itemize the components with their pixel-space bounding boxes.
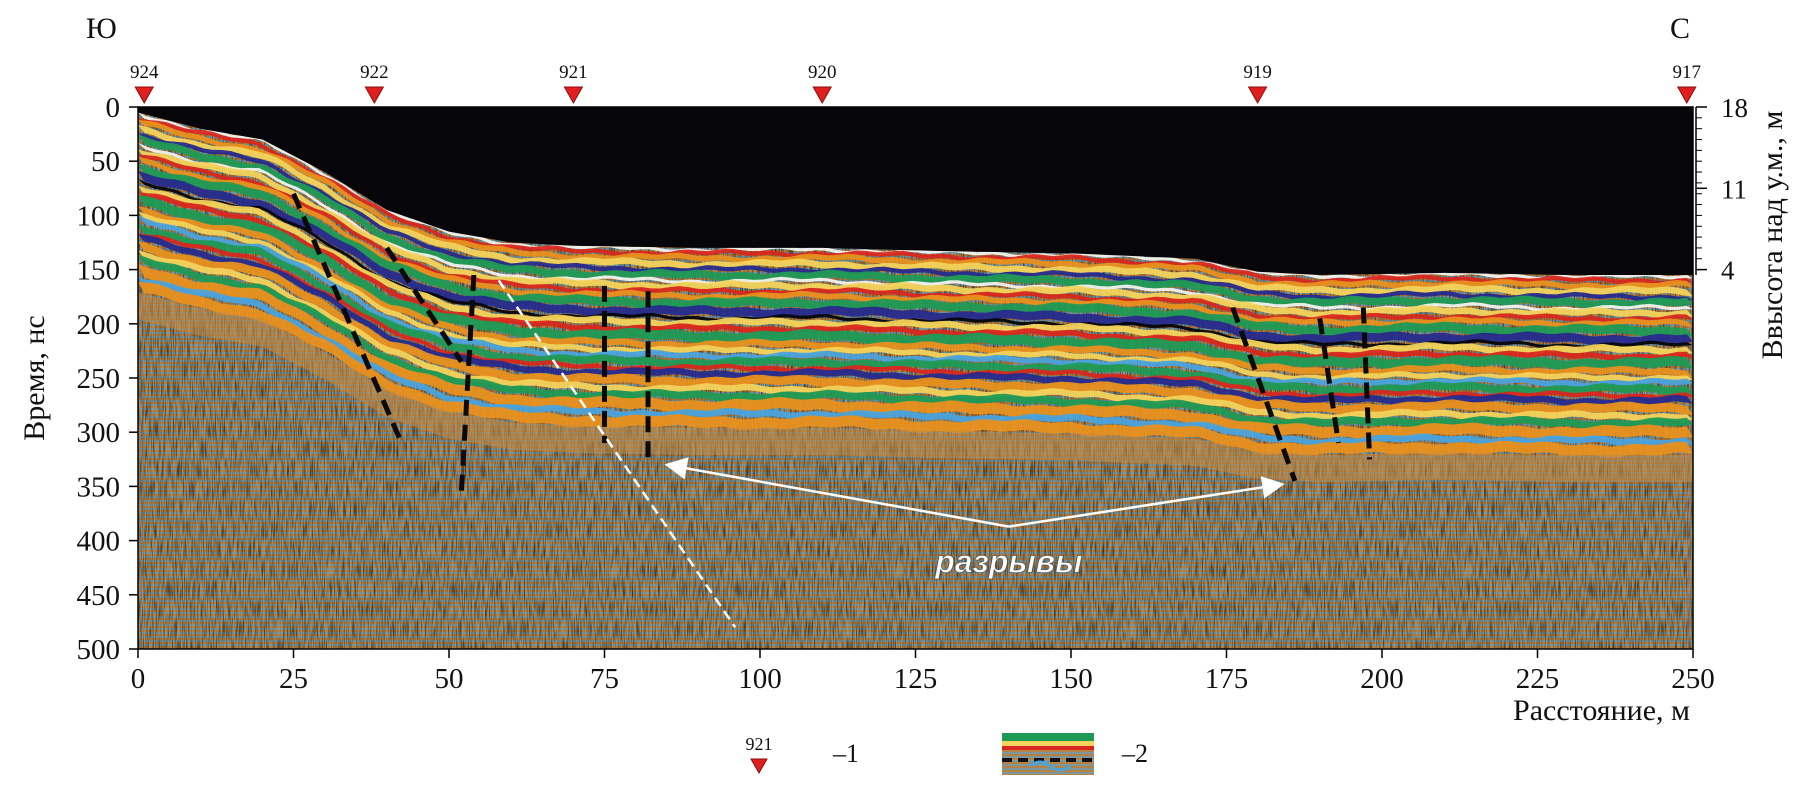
- annotation-label: разрывы: [934, 544, 1082, 580]
- y-tick-label: 150: [77, 255, 121, 287]
- fault-line: [1230, 306, 1298, 482]
- x-tick-label: 0: [131, 663, 146, 695]
- y-tick-label: 250: [77, 363, 121, 395]
- legend-station-marker-icon: [750, 758, 768, 775]
- reflection-band: [138, 149, 1693, 319]
- station-label: 920: [808, 62, 837, 83]
- reflection-band: [138, 250, 1693, 422]
- station-marker-icon: [812, 86, 833, 105]
- reflection-band: [138, 263, 1693, 440]
- right-axis-tick-label: 18: [1721, 93, 1748, 123]
- fault-line: [291, 192, 402, 439]
- x-tick-label: 150: [1049, 663, 1093, 695]
- fault-line: [458, 274, 477, 492]
- x-tick-label: 200: [1360, 663, 1404, 695]
- fault-line: [384, 246, 464, 364]
- x-tick-label: 250: [1671, 663, 1715, 695]
- reflection-band: [138, 277, 1693, 447]
- y-axis: 0 50 100 150 200 250 300 350 400 450 500: [77, 92, 138, 666]
- station-label: 921: [559, 62, 588, 83]
- reflection-band: [138, 223, 1693, 396]
- direction-label-south: Ю: [86, 12, 117, 45]
- station-label: 922: [360, 62, 389, 83]
- x-tick-label: 100: [738, 663, 782, 695]
- reflection-band: [138, 185, 1693, 356]
- station-label: 919: [1243, 62, 1272, 83]
- x-tick-label: 125: [894, 663, 938, 695]
- annotation-arrow: [1008, 476, 1285, 528]
- y-tick-label: 500: [77, 634, 121, 666]
- station-label: 917: [1673, 62, 1702, 83]
- air-zone: [138, 107, 1693, 276]
- x-tick-label: 75: [590, 663, 619, 695]
- legend-station-sample-label: 921: [746, 734, 773, 754]
- annotation-arrow: [664, 457, 1010, 528]
- station-marker-icon: [1247, 86, 1268, 105]
- station-label: 924: [130, 62, 159, 83]
- station-marker-icon: [364, 86, 385, 105]
- plot-area: разрывы: [138, 107, 1693, 649]
- reflection-bands: [138, 112, 1693, 483]
- transition-band: [138, 292, 1693, 483]
- station-marker-icon: [1676, 86, 1697, 105]
- inclined-reflector-line: [497, 279, 737, 629]
- reflection-band: [138, 164, 1693, 338]
- right-axis: 18 11 4: [1695, 93, 1748, 286]
- y-tick-label: 450: [77, 580, 121, 612]
- y-tick-label: 100: [77, 200, 121, 232]
- station-marker-icon: [563, 86, 584, 105]
- y-tick-label: 200: [77, 309, 121, 341]
- station-markers: 924 922 921 920 919 917: [130, 62, 1702, 105]
- station-marker-icon: [134, 86, 155, 105]
- y-tick-label: 400: [77, 526, 121, 558]
- x-tick-label: 225: [1516, 663, 1560, 695]
- legend-item-2-label: –2: [1121, 739, 1148, 768]
- y-axis-label: Время, нс: [18, 315, 51, 440]
- fault-lines: [291, 192, 1373, 492]
- reflection-band: [138, 134, 1693, 309]
- x-axis-label: Расстояние, м: [1513, 694, 1690, 727]
- x-axis: 0 25 50 75 100 125 150 175 200 225 250: [131, 649, 1715, 695]
- reflection-band: [138, 281, 1693, 458]
- x-tick-label: 50: [435, 663, 464, 695]
- reflection-band: [138, 241, 1693, 416]
- y-tick-label: 50: [91, 146, 120, 178]
- legend-radargram-swatch: [1002, 733, 1094, 775]
- x-tick-label: 25: [279, 663, 308, 695]
- y2-axis-label: Ввысота над у.м., м: [1756, 111, 1789, 360]
- fault-line: [1360, 307, 1373, 460]
- annotation-arrows: [664, 457, 1285, 528]
- right-axis-tick-label: 4: [1721, 256, 1735, 286]
- legend-item-1-label: –1: [832, 739, 859, 768]
- fault-line: [1317, 318, 1341, 444]
- y-tick-label: 300: [77, 417, 121, 449]
- y-tick-label: 0: [106, 92, 121, 124]
- x-tick-label: 175: [1205, 663, 1249, 695]
- reflection-band: [138, 206, 1693, 378]
- right-axis-tick-label: 11: [1721, 174, 1747, 204]
- direction-label-north: С: [1670, 12, 1690, 45]
- legend: 921 –1 –2: [746, 733, 1148, 775]
- y-tick-label: 350: [77, 471, 121, 503]
- reflection-band: [138, 170, 1693, 346]
